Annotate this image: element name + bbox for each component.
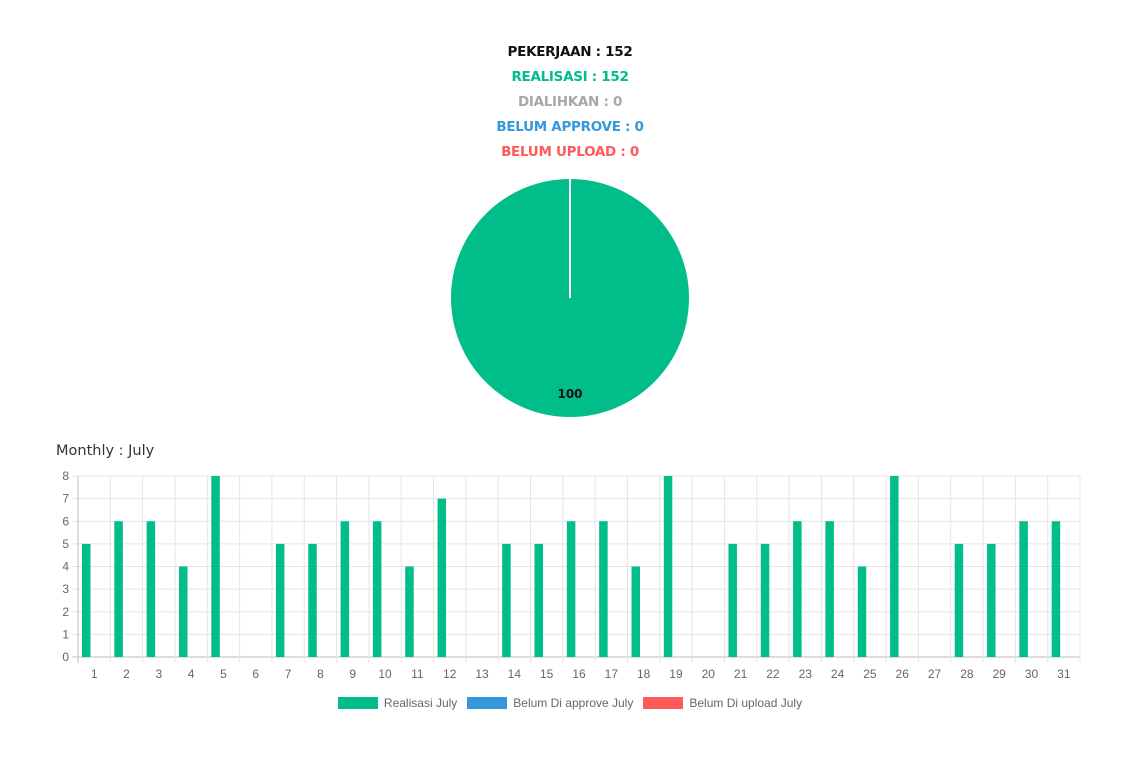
bar-realisasi[interactable] [890, 476, 899, 657]
x-tick-label: 9 [349, 667, 356, 681]
legend-item-realisasi[interactable]: Realisasi July [337, 696, 458, 710]
x-tick-label: 21 [734, 667, 748, 681]
belum-approve-count: BELUM APPROVE : 0 [496, 119, 644, 135]
x-tick-label: 14 [508, 667, 522, 681]
bar-realisasi[interactable] [793, 521, 802, 657]
x-tick-label: 23 [799, 667, 813, 681]
x-tick-label: 30 [1025, 667, 1039, 681]
bar-realisasi[interactable] [728, 543, 737, 657]
x-tick-label: 17 [605, 667, 619, 681]
legend-swatch-belum-approve [467, 697, 508, 709]
y-tick-label: 8 [62, 469, 69, 483]
legend-item-belum-approve[interactable]: Belum Di approve July [467, 696, 633, 710]
legend-label-realisasi: Realisasi July [383, 696, 458, 710]
x-tick-label: 1 [91, 667, 98, 681]
bar-realisasi[interactable] [178, 566, 188, 658]
bar-realisasi[interactable] [437, 498, 447, 657]
y-tick-label: 0 [62, 650, 69, 664]
pekerjaan-count: PEKERJAAN : 152 [507, 44, 633, 60]
x-tick-label: 24 [831, 667, 845, 681]
x-tick-label: 31 [1057, 667, 1071, 681]
x-tick-label: 15 [540, 667, 554, 681]
legend-swatch-realisasi [337, 697, 378, 709]
legend-swatch-belum-upload [643, 697, 684, 709]
x-tick-label: 20 [702, 667, 716, 681]
bar-realisasi[interactable] [1019, 521, 1028, 657]
bar-realisasi[interactable] [534, 543, 544, 657]
legend-label-belum-upload: Belum Di upload July [689, 696, 803, 710]
bar-realisasi[interactable] [502, 543, 511, 657]
x-tick-label: 19 [669, 667, 683, 681]
realisasi-count: REALISASI : 152 [511, 69, 629, 85]
x-tick-label: 11 [411, 667, 424, 681]
bar-realisasi[interactable] [340, 521, 350, 657]
bar-realisasi[interactable] [211, 476, 220, 657]
bar-realisasi[interactable] [372, 521, 382, 657]
bar-realisasi[interactable] [760, 543, 770, 657]
x-tick-label: 28 [960, 667, 974, 681]
x-tick-label: 27 [928, 667, 942, 681]
bar-realisasi[interactable] [987, 543, 996, 657]
bar-realisasi[interactable] [954, 543, 964, 657]
y-tick-label: 2 [62, 605, 69, 619]
monthly-title: Monthly : July [56, 443, 155, 459]
x-tick-label: 8 [317, 667, 324, 681]
pie-data-label: 100 [557, 387, 582, 401]
bar-realisasi[interactable] [275, 543, 285, 657]
bar-realisasi[interactable] [82, 543, 91, 657]
bar-realisasi[interactable] [599, 521, 608, 657]
legend-item-belum-upload[interactable]: Belum Di upload July [643, 696, 802, 710]
x-tick-label: 18 [637, 667, 651, 681]
x-tick-label: 13 [475, 667, 489, 681]
y-tick-label: 4 [62, 560, 69, 574]
y-tick-label: 7 [62, 492, 69, 506]
x-tick-label: 5 [220, 667, 227, 681]
x-tick-label: 7 [285, 667, 292, 681]
bar-realisasi[interactable] [631, 566, 640, 658]
x-tick-label: 6 [252, 667, 259, 681]
belum-upload-count: BELUM UPLOAD : 0 [501, 144, 639, 160]
bar-realisasi[interactable] [146, 521, 156, 657]
x-tick-label: 3 [155, 667, 162, 681]
x-tick-label: 10 [378, 667, 392, 681]
x-tick-label: 25 [863, 667, 877, 681]
x-tick-label: 22 [766, 667, 780, 681]
y-tick-label: 1 [62, 627, 69, 641]
bar-realisasi[interactable] [308, 543, 317, 657]
chart-legend: Realisasi July Belum Di approve July Bel… [0, 696, 1140, 710]
y-tick-label: 3 [62, 582, 69, 596]
bar-realisasi[interactable] [114, 521, 123, 657]
bar-realisasi[interactable] [825, 521, 834, 657]
summary-panel: PEKERJAAN : 152 REALISASI : 152 DIALIHKA… [0, 43, 1140, 168]
dialihkan-count: DIALIHKAN : 0 [517, 94, 623, 110]
y-tick-label: 5 [62, 537, 69, 551]
x-tick-label: 2 [123, 667, 130, 681]
bar-realisasi[interactable] [663, 476, 673, 657]
x-tick-label: 12 [443, 667, 457, 681]
bar-realisasi[interactable] [857, 566, 867, 658]
x-tick-label: 26 [896, 667, 910, 681]
y-tick-label: 6 [62, 514, 69, 528]
legend-label-belum-approve: Belum Di approve July [513, 696, 634, 710]
x-tick-label: 4 [188, 667, 195, 681]
x-tick-label: 16 [572, 667, 586, 681]
bar-realisasi[interactable] [1051, 521, 1061, 657]
x-tick-label: 29 [993, 667, 1007, 681]
bar-realisasi[interactable] [405, 566, 414, 658]
bar-realisasi[interactable] [566, 521, 576, 657]
pie-chart[interactable]: 100 [440, 168, 700, 428]
